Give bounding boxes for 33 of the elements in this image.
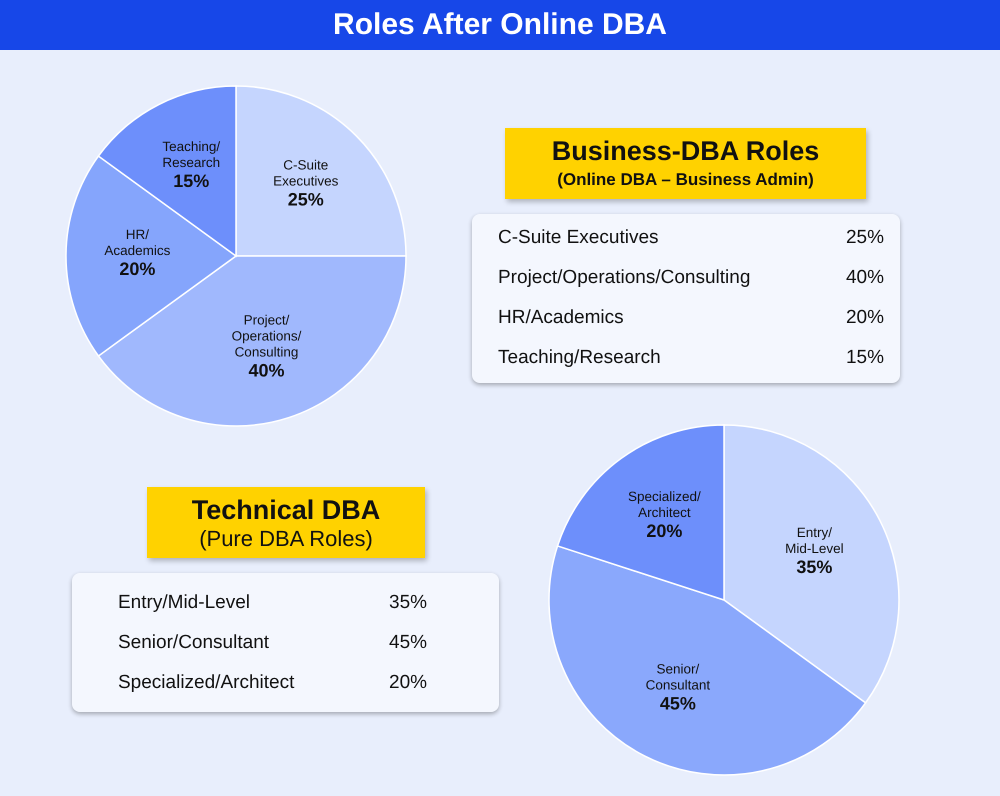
category-label: Specialized/Architect [118, 672, 294, 693]
category-label: Teaching/Research [498, 347, 661, 368]
slice-label: Project/Operations/Consulting [497, 267, 752, 289]
text: 20% [389, 672, 428, 693]
category-label: HR/Academics [498, 307, 624, 328]
text: (Pure DBA Roles) [199, 526, 373, 552]
text: (Online DBA – Business Admin) [557, 168, 814, 190]
text: 40% [846, 267, 884, 288]
text: 25% [846, 227, 884, 248]
text: 45% [389, 632, 428, 653]
data-label: 20% [119, 259, 156, 279]
category-label: Senior/Consultant [118, 632, 270, 653]
slice-label: Specialized/Architect [628, 488, 701, 520]
slice-label: C-Suite Executives [273, 157, 339, 188]
slice-label: HR/Academics [104, 227, 171, 258]
text: Roles After Online DBA [333, 8, 667, 42]
text: Technical DBA [192, 494, 380, 526]
data-label: 15% [173, 171, 210, 192]
data-label: 35% [796, 556, 832, 577]
slice-label: Project/Operations/Consulting [232, 312, 302, 360]
data-label: 25% [288, 189, 324, 210]
slice-label: Entry/Mid-Level [785, 524, 844, 556]
text: 35% [389, 592, 428, 613]
data-label: 40% [248, 360, 284, 380]
text: 15% [846, 347, 884, 368]
category-label: Entry/Mid-Level [118, 592, 250, 613]
slice-label: C-Suite Executives [497, 227, 660, 249]
data-label: 45% [660, 693, 696, 714]
data-label: 20% [646, 520, 682, 541]
slice-label: Senior/Consultant [646, 661, 710, 692]
text: 20% [846, 307, 884, 328]
text: Business-DBA Roles [552, 134, 820, 166]
slice-label: Teaching/Research [162, 139, 220, 170]
